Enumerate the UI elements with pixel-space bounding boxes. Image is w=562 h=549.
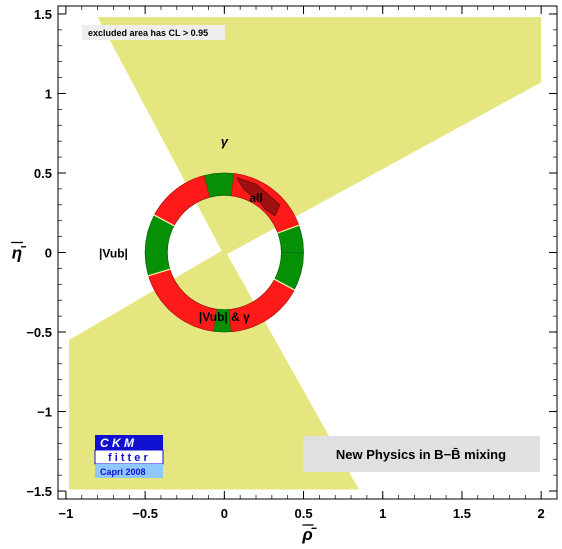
logo-line-2: f i t t e r (108, 452, 148, 464)
ytick-label: 1 (45, 86, 52, 101)
xtick-label: 0 (221, 506, 228, 521)
xtick-label: 0.5 (295, 506, 313, 521)
xtick-label: −1 (59, 506, 74, 521)
annotation-vub: |Vub| (99, 247, 128, 261)
logo-bottom-band (95, 464, 163, 478)
xtick-label: 1 (379, 506, 386, 521)
arc-separator-1 (152, 213, 176, 227)
logo-line-3: Capri 2008 (100, 467, 146, 477)
annotation-all: all (249, 191, 262, 205)
xtick-label: 2 (538, 506, 545, 521)
cl-note: excluded area has CL > 0.95 (88, 28, 208, 38)
xtick-label: 1.5 (453, 506, 471, 521)
ytick-label: −1 (37, 405, 52, 420)
arc-separator-2 (276, 224, 301, 234)
ytick-label: −1.5 (26, 484, 52, 499)
legend-box (303, 436, 540, 472)
ytick-label: 1.5 (34, 7, 52, 22)
logo-top-band (95, 435, 163, 450)
ytick-label: −0.5 (26, 325, 52, 340)
arc-separator-4 (273, 278, 296, 292)
logo-line-1: C K M (100, 436, 135, 450)
axes (57, 5, 558, 500)
labels: −1 −0.5 0 0.5 1 1.5 2 −1.5 −1 −0.5 0 0.5 1 1.5 ρ̄ η̄ γ al… (11, 7, 545, 544)
x-axis-label: ρ̄ (301, 525, 317, 544)
cl-note-box (82, 25, 225, 40)
arc-separator-3 (146, 268, 172, 277)
y-axis-label: η̄ (12, 244, 27, 263)
legend-text: New Physics in B−B̄ mixing (336, 447, 506, 462)
all-region (236, 177, 281, 217)
ytick-label: 0.5 (34, 166, 52, 181)
gamma-region-2 (69, 249, 359, 490)
data-layer (69, 17, 542, 490)
annotation-gamma: γ (221, 134, 229, 149)
vub-gamma-arc-3 (148, 268, 217, 332)
annotation-vub-gamma: |Vub| & γ (199, 310, 250, 324)
xtick-label: −0.5 (132, 506, 158, 521)
ytick-label: 0 (45, 246, 52, 261)
